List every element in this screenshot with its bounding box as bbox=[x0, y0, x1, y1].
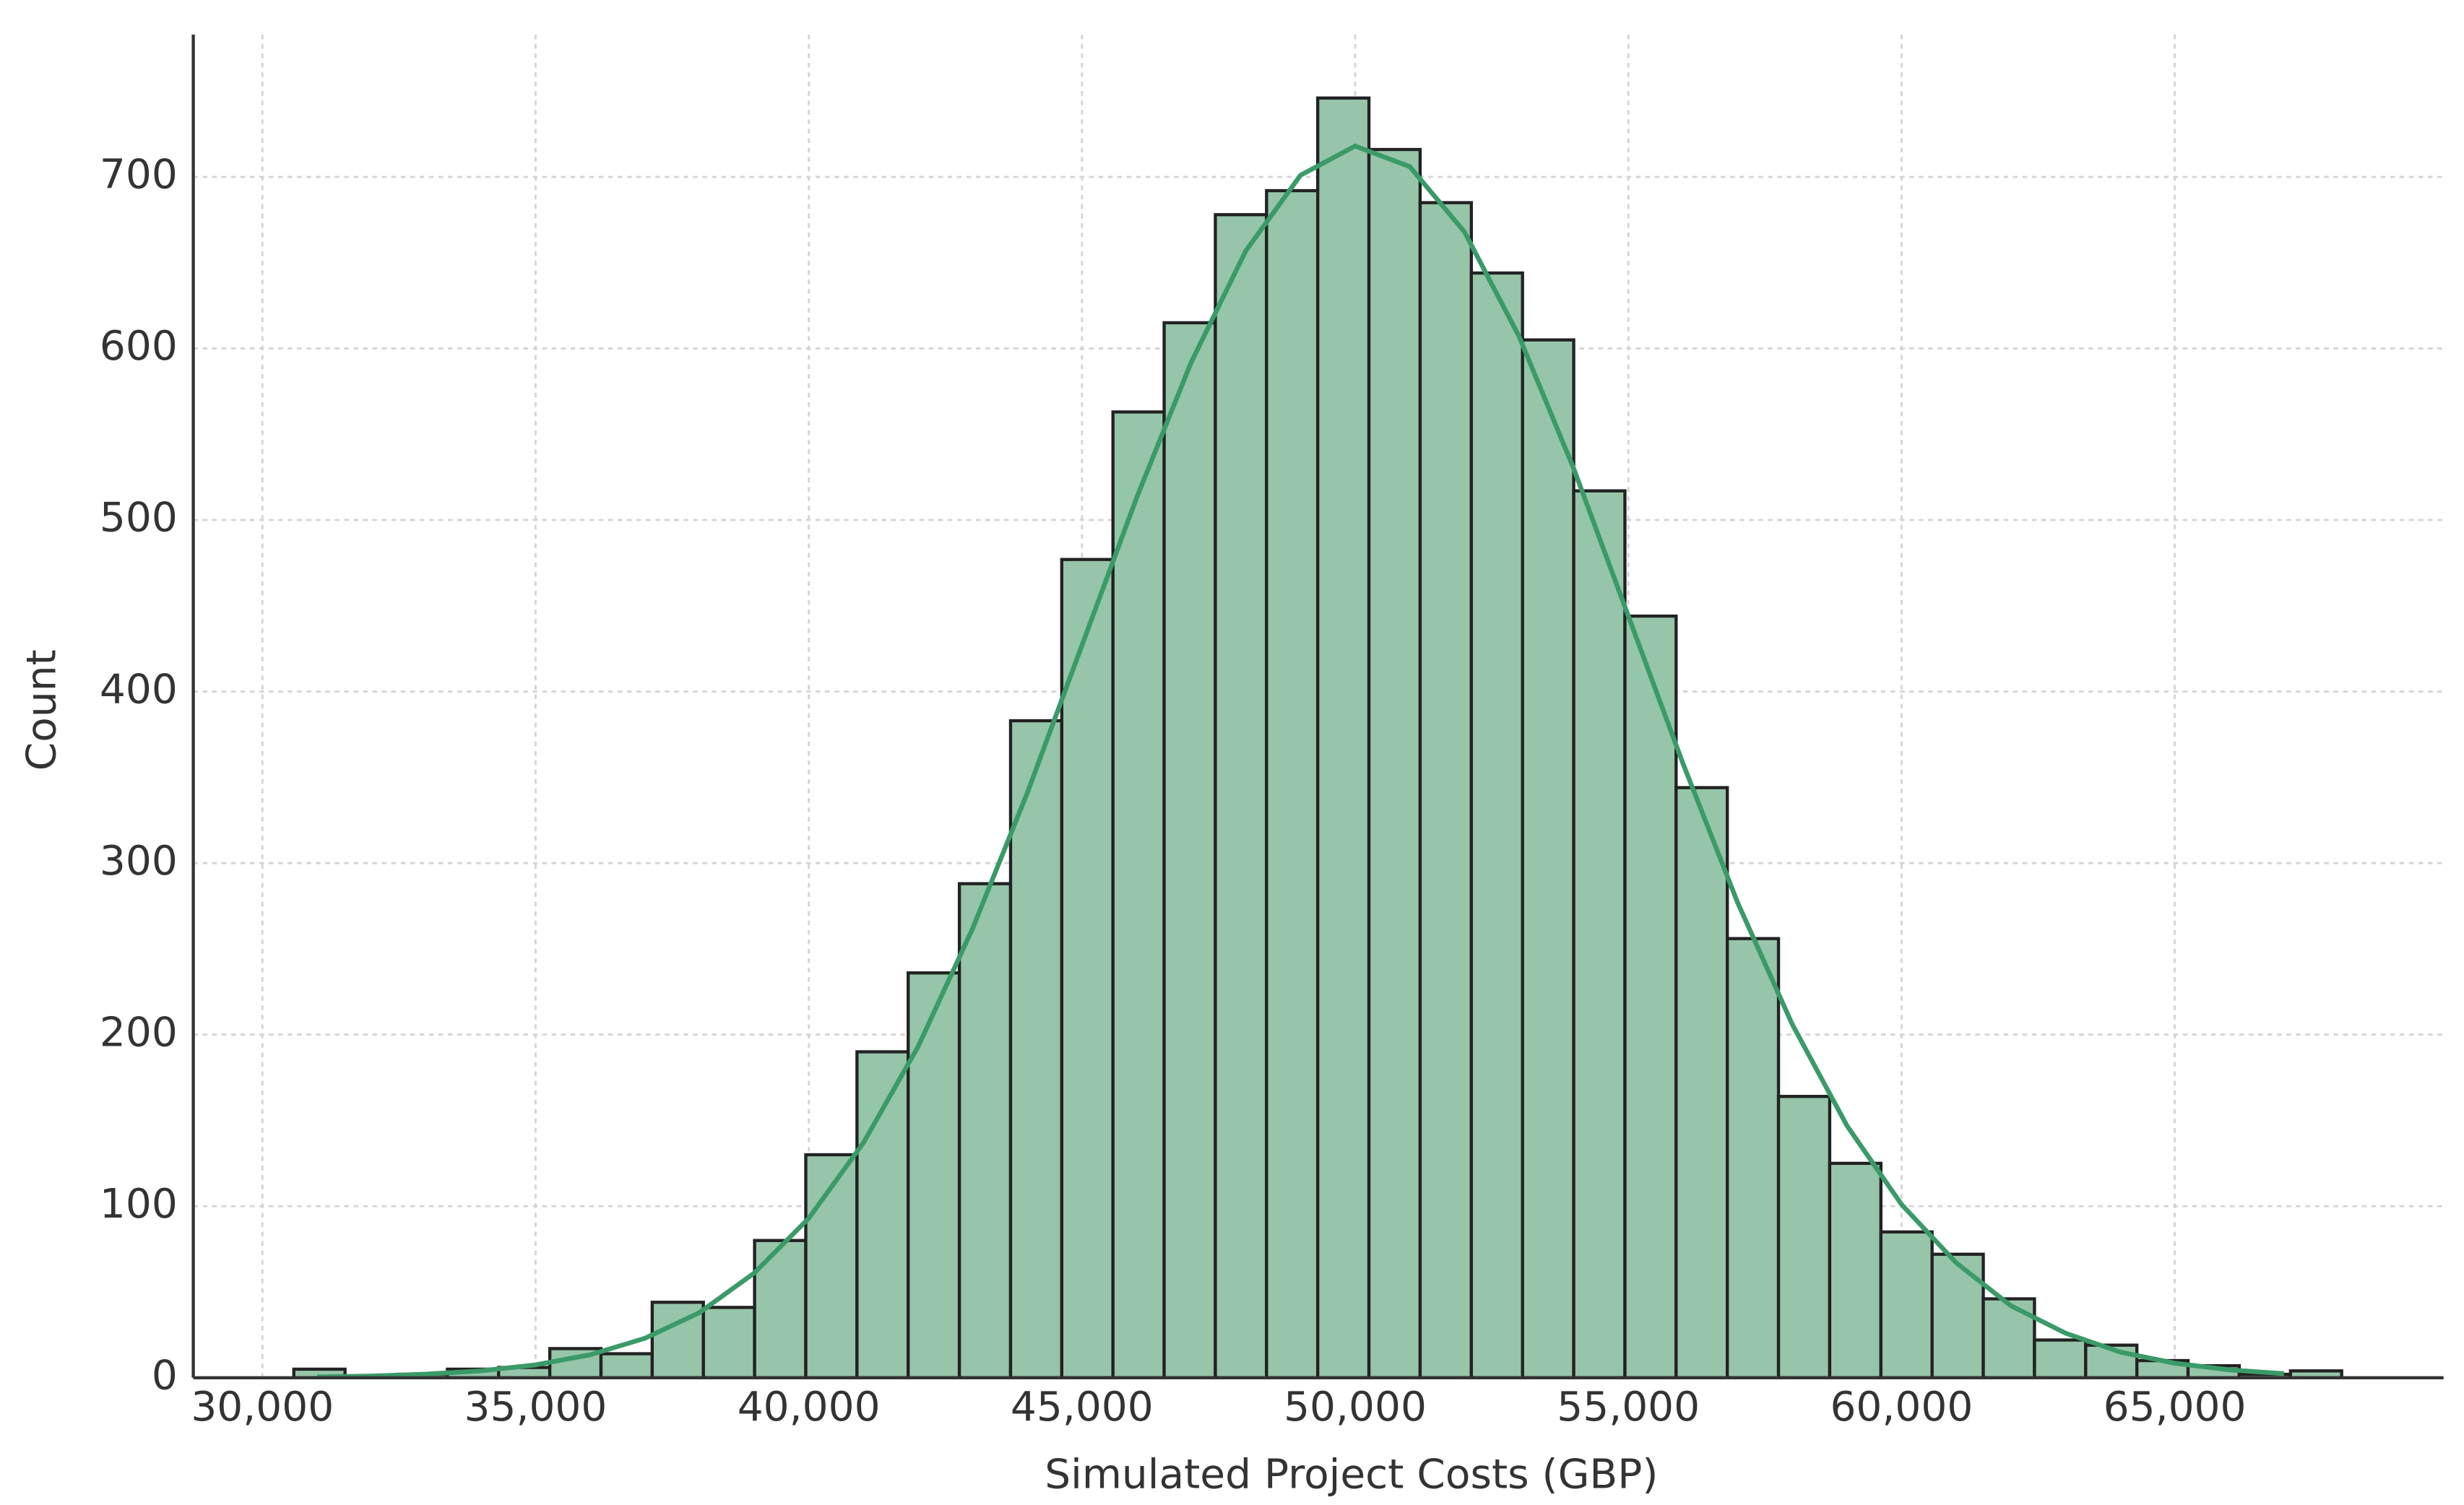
bar bbox=[753, 1239, 808, 1379]
bar bbox=[1828, 1161, 1882, 1379]
y-tick-label: 0 bbox=[152, 1352, 178, 1399]
y-axis-label: Count bbox=[19, 649, 66, 771]
y-tick-label: 100 bbox=[100, 1181, 178, 1228]
y-tick-label: 400 bbox=[100, 666, 178, 713]
bar bbox=[1418, 201, 1473, 1379]
bar bbox=[701, 1306, 756, 1379]
bar bbox=[1111, 410, 1166, 1379]
bar bbox=[1265, 188, 1320, 1379]
bar bbox=[599, 1352, 654, 1379]
x-tick-label: 55,000 bbox=[1557, 1384, 1700, 1431]
y-tick-label: 200 bbox=[100, 1009, 178, 1056]
y-tick-label: 700 bbox=[100, 152, 178, 199]
x-tick-label: 65,000 bbox=[2104, 1384, 2247, 1431]
bar bbox=[1162, 321, 1217, 1379]
bar bbox=[1316, 96, 1371, 1379]
bar bbox=[1726, 937, 1781, 1379]
bar bbox=[2033, 1338, 2088, 1379]
bar bbox=[1469, 271, 1524, 1379]
bar bbox=[1367, 147, 1422, 1379]
y-tick-label: 600 bbox=[100, 323, 178, 370]
bar bbox=[1674, 786, 1729, 1379]
x-tick-label: 45,000 bbox=[1011, 1384, 1154, 1431]
bar bbox=[804, 1153, 859, 1379]
x-tick-label: 40,000 bbox=[738, 1384, 881, 1431]
bar bbox=[1214, 213, 1268, 1379]
bar bbox=[1776, 1095, 1832, 1379]
bar bbox=[1008, 719, 1064, 1379]
x-axis-label: Simulated Project Costs (GBP) bbox=[1045, 1451, 1658, 1498]
bar bbox=[957, 882, 1013, 1379]
bar bbox=[1879, 1230, 1934, 1379]
y-tick-label: 300 bbox=[100, 838, 178, 885]
x-tick-label: 35,000 bbox=[464, 1384, 608, 1431]
x-tick-label: 30,000 bbox=[191, 1384, 334, 1431]
x-tick-label: 60,000 bbox=[1830, 1384, 1973, 1431]
x-tick-label: 50,000 bbox=[1284, 1384, 1427, 1431]
bar bbox=[907, 971, 961, 1379]
bar bbox=[1572, 489, 1627, 1379]
bar bbox=[855, 1050, 910, 1379]
bar bbox=[1521, 338, 1575, 1379]
kde-line bbox=[316, 143, 2285, 1379]
y-tick-label: 500 bbox=[100, 495, 178, 542]
bar bbox=[1981, 1297, 2036, 1379]
bar bbox=[1930, 1252, 1985, 1379]
